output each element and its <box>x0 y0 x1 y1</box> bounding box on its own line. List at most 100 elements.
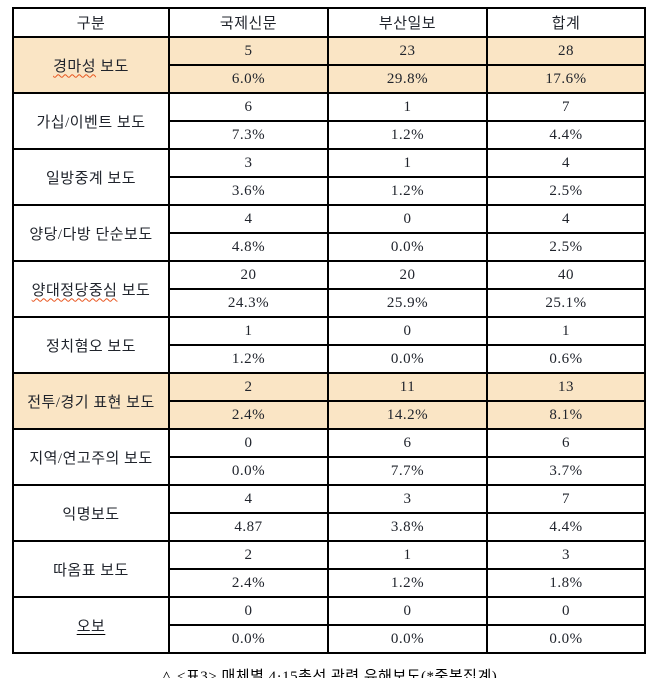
percent-row: 4.87 3.8% 4.4% <box>13 512 646 542</box>
count-cell: 7 <box>486 92 646 122</box>
percent-cell: 4.87 <box>168 512 329 542</box>
category-cell: 경마성 보도 <box>12 36 170 94</box>
header-cell-1: 국제신문 <box>168 7 329 38</box>
label-text: 익명보도 <box>62 506 120 523</box>
percent-row: 6.0% 29.8% 17.6% <box>13 64 646 94</box>
percent-cell: 1.2% <box>327 120 488 150</box>
percent-row: 4.8% 0.0% 2.5% <box>13 232 646 262</box>
percent-cell: 6.0% <box>168 64 329 94</box>
percent-cell: 17.6% <box>486 64 646 94</box>
category-cell: 따옴표 보도 <box>12 540 170 598</box>
table-body: 경마성 보도 5 23 28 6.0% 29.8% 17.6% 가십/이벤트 보도 6 1 7 7.3… <box>12 36 646 654</box>
percent-cell: 1.8% <box>486 568 646 598</box>
count-cell: 0 <box>168 428 329 458</box>
percent-cell: 4.4% <box>486 120 646 150</box>
header-cell-0: 구분 <box>12 7 170 38</box>
percent-cell: 7.3% <box>168 120 329 150</box>
count-row: 정치혐오 보도 1 0 1 <box>12 316 646 374</box>
count-cell: 4 <box>486 148 646 178</box>
media-harmful-report-table: 구분 국제신문 부산일보 합계 경마성 보도 5 23 28 6.0% 29.8% 17.6% 가십… <box>12 7 646 654</box>
count-cell: 1 <box>486 316 646 346</box>
percent-row: 7.3% 1.2% 4.4% <box>13 120 646 150</box>
count-cell: 0 <box>327 316 488 346</box>
count-cell: 20 <box>168 260 329 290</box>
percent-cell: 0.0% <box>486 624 646 654</box>
percent-cell: 2.4% <box>168 568 329 598</box>
category-cell: 전투/경기 표현 보도 <box>12 372 170 430</box>
count-cell: 6 <box>486 428 646 458</box>
count-row: 따옴표 보도 2 1 3 <box>12 540 646 598</box>
header-row: 구분 국제신문 부산일보 합계 <box>12 7 646 38</box>
category-cell: 익명보도 <box>12 484 170 542</box>
count-cell: 13 <box>486 372 646 402</box>
percent-cell: 4.4% <box>486 512 646 542</box>
percent-cell: 14.2% <box>327 400 488 430</box>
count-cell: 2 <box>168 372 329 402</box>
percent-cell: 4.8% <box>168 232 329 262</box>
count-cell: 4 <box>486 204 646 234</box>
count-cell: 23 <box>327 36 488 66</box>
count-cell: 11 <box>327 372 488 402</box>
category-cell: 양당/다방 단순보도 <box>12 204 170 262</box>
category-cell: 지역/연고주의 보도 <box>12 428 170 486</box>
percent-cell: 7.7% <box>327 456 488 486</box>
label-text: 지역/연고주의 보도 <box>29 450 153 467</box>
category-cell: 정치혐오 보도 <box>12 316 170 374</box>
header-cell-2: 부산일보 <box>327 7 488 38</box>
count-cell: 3 <box>327 484 488 514</box>
count-row: 가십/이벤트 보도 6 1 7 <box>12 92 646 150</box>
count-cell: 20 <box>327 260 488 290</box>
count-cell: 4 <box>168 484 329 514</box>
count-cell: 0 <box>327 204 488 234</box>
percent-cell: 25.1% <box>486 288 646 318</box>
label-text: 보도 <box>117 282 151 299</box>
count-row: 경마성 보도 5 23 28 <box>12 36 646 94</box>
count-cell: 5 <box>168 36 329 66</box>
percent-row: 24.3% 25.9% 25.1% <box>13 288 646 318</box>
category-cell: 오보 <box>12 596 170 654</box>
percent-cell: 0.0% <box>168 456 329 486</box>
percent-cell: 2.5% <box>486 232 646 262</box>
count-cell: 1 <box>327 92 488 122</box>
count-cell: 4 <box>168 204 329 234</box>
misspelled-text: 경마성 <box>53 58 97 75</box>
percent-row: 3.6% 1.2% 2.5% <box>13 176 646 206</box>
count-cell: 0 <box>168 596 329 626</box>
percent-cell: 25.9% <box>327 288 488 318</box>
count-cell: 40 <box>486 260 646 290</box>
count-cell: 6 <box>327 428 488 458</box>
count-row: 양당/다방 단순보도 4 0 4 <box>12 204 646 262</box>
percent-cell: 3.6% <box>168 176 329 206</box>
percent-row: 0.0% 7.7% 3.7% <box>13 456 646 486</box>
count-cell: 1 <box>168 316 329 346</box>
percent-cell: 0.0% <box>168 624 329 654</box>
count-row: 지역/연고주의 보도 0 6 6 <box>12 428 646 486</box>
count-cell: 6 <box>168 92 329 122</box>
count-cell: 28 <box>486 36 646 66</box>
label-text: 양당/다방 단순보도 <box>29 226 153 243</box>
category-cell: 양대정당중심 보도 <box>12 260 170 318</box>
count-cell: 2 <box>168 540 329 570</box>
table-caption: △ <표3> 매체별 4·15총선 관련 유해보도(*중복집계) <box>160 669 498 678</box>
percent-cell: 3.8% <box>327 512 488 542</box>
percent-row: 2.4% 14.2% 8.1% <box>13 400 646 430</box>
percent-cell: 24.3% <box>168 288 329 318</box>
count-row: 전투/경기 표현 보도 2 11 13 <box>12 372 646 430</box>
category-cell: 가십/이벤트 보도 <box>12 92 170 150</box>
percent-cell: 2.4% <box>168 400 329 430</box>
count-row: 익명보도 4 3 7 <box>12 484 646 542</box>
count-cell: 3 <box>486 540 646 570</box>
misspelled-text: 양대정당중심 <box>31 282 118 299</box>
percent-row: 1.2% 0.0% 0.6% <box>13 344 646 374</box>
percent-row: 2.4% 1.2% 1.8% <box>13 568 646 598</box>
count-row: 양대정당중심 보도 20 20 40 <box>12 260 646 318</box>
count-cell: 3 <box>168 148 329 178</box>
category-cell: 일방중계 보도 <box>12 148 170 206</box>
count-row: 오보 0 0 0 <box>12 596 646 654</box>
label-text: 정치혐오 보도 <box>45 338 137 355</box>
percent-row: 0.0% 0.0% 0.0% <box>13 624 646 654</box>
label-text: 보도 <box>96 58 129 75</box>
percent-cell: 1.2% <box>168 344 329 374</box>
label-text: 일방중계 보도 <box>45 170 137 187</box>
